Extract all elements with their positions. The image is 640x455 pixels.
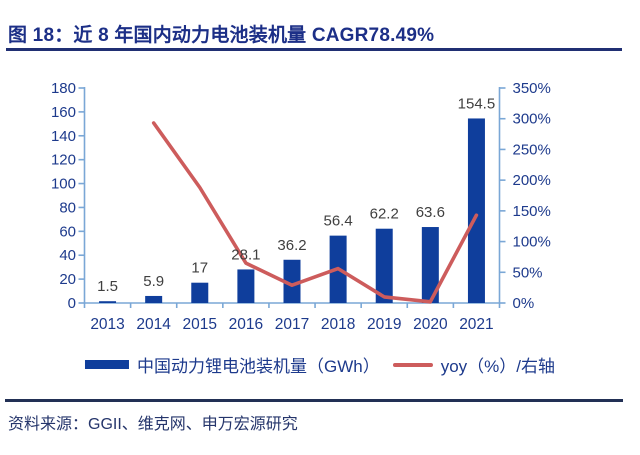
legend-line-swatch-icon [392, 362, 433, 367]
x-axis-category-label: 2015 [183, 316, 217, 333]
footer-divider [5, 399, 623, 402]
right-axis-tick-label: 100% [513, 234, 551, 251]
bar-2020 [421, 227, 439, 303]
bar-value-label: 5.9 [143, 273, 164, 290]
bar-2021 [467, 118, 485, 303]
x-axis-category-label: 2017 [275, 316, 309, 333]
bar-2016 [237, 269, 255, 303]
left-axis-tick-label: 0 [68, 295, 76, 312]
bar-value-label: 1.5 [97, 278, 118, 295]
x-axis-category-label: 2019 [367, 316, 401, 333]
left-axis-tick-label: 120 [51, 152, 76, 169]
bar-value-label: 62.2 [370, 206, 399, 223]
right-axis-tick-label: 150% [513, 203, 551, 220]
left-axis-tick-label: 140 [51, 128, 76, 145]
figure-title: 图 18：近 8 年国内动力电池装机量 CAGR78.49% [8, 25, 435, 46]
bar-value-label: 17 [191, 260, 208, 277]
left-axis-tick-label: 80 [59, 199, 76, 216]
bar-2015 [191, 282, 209, 303]
right-axis-tick-label: 50% [513, 264, 543, 281]
x-axis-category-label: 2016 [229, 316, 263, 333]
bar-value-label: 154.5 [458, 95, 496, 112]
title-underline [6, 48, 622, 51]
bar-value-label: 36.2 [277, 237, 306, 254]
bar-2019 [375, 228, 393, 303]
legend-item-line: yoy（%）/右轴 [392, 352, 556, 377]
bar-2013 [99, 301, 117, 303]
right-axis-tick-label: 300% [513, 111, 551, 128]
left-axis-tick-label: 60 [59, 223, 76, 240]
left-axis-tick-label: 40 [59, 247, 76, 264]
legend-line-label: yoy（%）/右轴 [440, 357, 556, 376]
bar-value-label: 63.6 [416, 204, 445, 221]
left-axis-tick-label: 100 [51, 176, 76, 193]
left-axis-tick-label: 20 [59, 271, 76, 288]
left-axis-tick-label: 160 [51, 104, 76, 121]
legend-bar-label: 中国动力锂电池装机量（GWh） [136, 357, 380, 376]
right-axis-tick-label: 250% [513, 141, 551, 158]
bar-2017 [283, 259, 301, 303]
x-axis-category-label: 2020 [413, 316, 448, 333]
bar-2014 [145, 295, 163, 303]
bar-value-label: 56.4 [324, 213, 353, 230]
right-axis-tick-label: 350% [513, 80, 551, 97]
chart-legend: 中国动力锂电池装机量（GWh） yoy（%）/右轴 [84, 352, 556, 377]
bar-value-label: 28.1 [231, 246, 260, 263]
right-axis-tick-label: 0% [513, 295, 535, 312]
source-note: 资料来源：GGII、维克网、申万宏源研究 [8, 416, 298, 433]
legend-bar-swatch-icon [84, 360, 129, 369]
x-axis-category-label: 2013 [90, 316, 124, 333]
x-axis-category-label: 2014 [136, 316, 171, 333]
yoy-line [151, 121, 479, 304]
x-axis-category-label: 2021 [459, 316, 493, 333]
x-axis-category-label: 2018 [321, 316, 355, 333]
legend-item-bar: 中国动力锂电池装机量（GWh） [84, 352, 380, 377]
left-axis-tick-label: 180 [51, 80, 76, 97]
right-axis-tick-label: 200% [513, 172, 551, 189]
